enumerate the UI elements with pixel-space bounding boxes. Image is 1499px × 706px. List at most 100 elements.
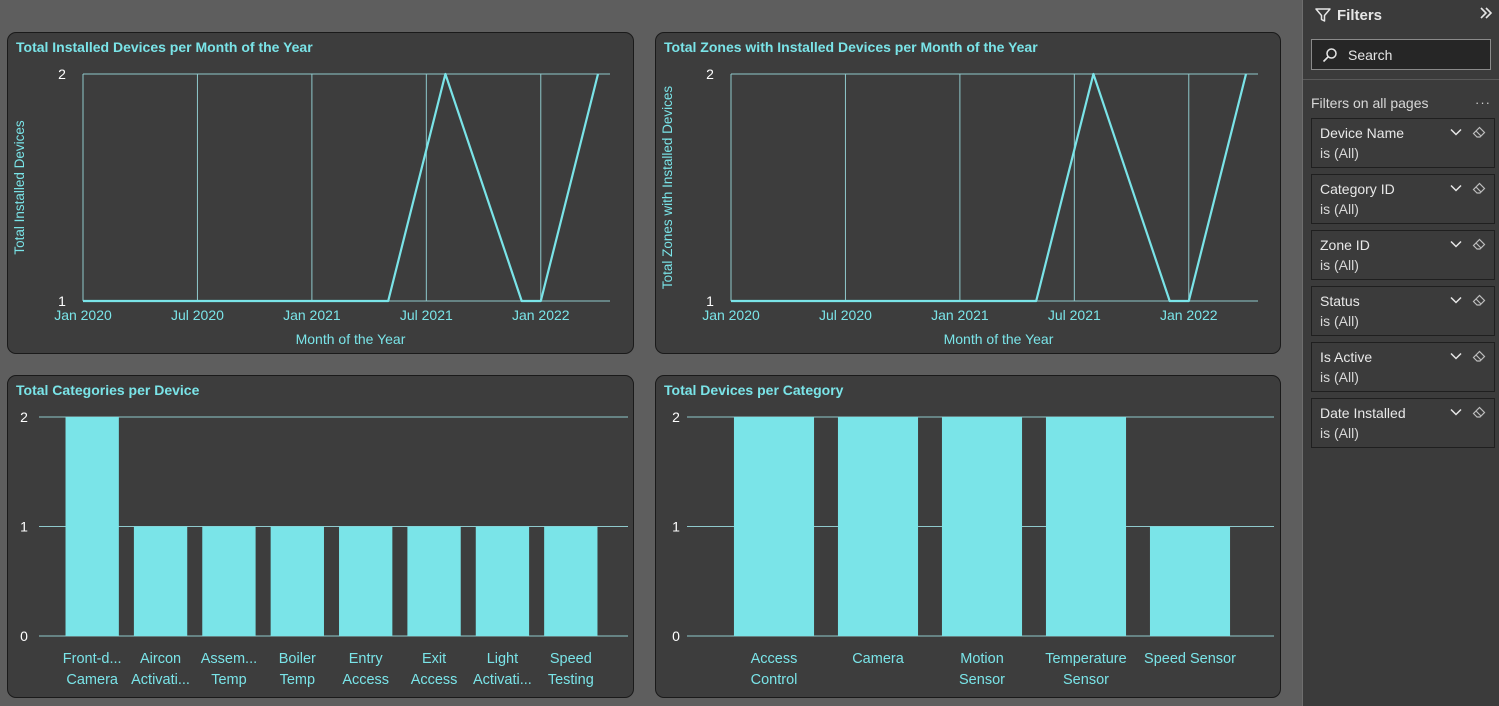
x-category-label: Motion (960, 651, 1004, 667)
funnel-icon (1315, 8, 1331, 22)
bar (733, 417, 815, 636)
filter-value: is (All) (1320, 425, 1359, 441)
chart-card-devices-per-category[interactable]: Total Devices per Category 0 1 2 Access Cont… (655, 375, 1281, 698)
chart-card-categories-per-device[interactable]: Total Categories per Device 0 1 2 Front-d..… (7, 375, 634, 698)
x-category-label: Sensor (1063, 672, 1109, 688)
y-tick-label: 1 (58, 293, 66, 309)
x-tick-label: Jan 2021 (931, 307, 989, 323)
filter-name: Date Installed (1320, 405, 1406, 421)
chevron-down-icon[interactable] (1450, 128, 1462, 136)
bar (407, 526, 461, 636)
pane-divider (1303, 79, 1499, 80)
x-category-label: Light (487, 651, 518, 667)
x-axis-title: Month of the Year (296, 331, 406, 347)
x-category-label: Temp (280, 672, 315, 688)
x-tick-label: Jan 2022 (1160, 307, 1218, 323)
x-category-label: Speed Sensor (1144, 651, 1236, 667)
chevron-down-icon[interactable] (1450, 296, 1462, 304)
x-category-label: Speed (550, 651, 592, 667)
x-category-label: Access (751, 651, 798, 667)
y-tick-label: 2 (20, 409, 28, 425)
y-tick-label: 1 (706, 293, 714, 309)
eraser-icon[interactable] (1472, 294, 1486, 306)
eraser-icon[interactable] (1472, 350, 1486, 362)
y-axis-title: Total Installed Devices (12, 120, 27, 255)
line-chart-installed-devices: Jan 2020 Jul 2020 Jan 2021 Jul 2021 Jan 2022… (12, 66, 610, 347)
y-tick-label: 2 (58, 66, 66, 82)
x-category-label: Activati... (473, 672, 532, 688)
more-options-icon[interactable]: ··· (1475, 95, 1491, 110)
x-category-label: Temperature (1045, 651, 1126, 667)
chart-card-zones-installed[interactable]: Total Zones with Installed Devices per M… (655, 32, 1281, 354)
y-tick-label: 0 (20, 628, 28, 644)
y-axis-title: Total Zones with Installed Devices (660, 86, 675, 290)
x-category-label: Front-d... (63, 651, 122, 667)
search-placeholder: Search (1348, 46, 1393, 63)
filter-card-status[interactable]: Status is (All) (1311, 286, 1495, 336)
series-line (83, 72, 600, 303)
x-category-label: Temp (211, 672, 246, 688)
filter-value: is (All) (1320, 145, 1359, 161)
eraser-icon[interactable] (1472, 238, 1486, 250)
chevron-down-icon[interactable] (1450, 408, 1462, 416)
x-category-label: Aircon (140, 651, 181, 667)
bar-chart-devices-per-category: 0 1 2 Access Control Camera Motion Sensor Temper… (672, 409, 1274, 688)
chart-title: Total Zones with Installed Devices per M… (664, 39, 1038, 55)
x-tick-label: Jul 2020 (171, 307, 224, 323)
chart-card-installed-devices[interactable]: Total Installed Devices per Month of the… (7, 32, 634, 354)
x-category-label: Sensor (959, 672, 1005, 688)
x-tick-label: Jan 2021 (283, 307, 341, 323)
bar (65, 417, 119, 636)
chevron-down-icon[interactable] (1450, 184, 1462, 192)
x-category-label: Access (411, 672, 458, 688)
x-tick-label: Jan 2020 (702, 307, 760, 323)
chevron-down-icon[interactable] (1450, 240, 1462, 248)
eraser-icon[interactable] (1472, 182, 1486, 194)
filter-card-date-installed[interactable]: Date Installed is (All) (1311, 398, 1495, 448)
bar (1045, 417, 1127, 636)
eraser-icon[interactable] (1472, 126, 1486, 138)
filter-value: is (All) (1320, 201, 1359, 217)
filter-card-is-active[interactable]: Is Active is (All) (1311, 342, 1495, 392)
x-tick-label: Jul 2021 (1048, 307, 1101, 323)
double-chevron-right-icon[interactable] (1479, 5, 1493, 21)
filter-card-zone-id[interactable]: Zone ID is (All) (1311, 230, 1495, 280)
y-tick-label: 2 (706, 66, 714, 82)
filter-card-device-name[interactable]: Device Name is (All) (1311, 118, 1495, 168)
x-tick-label: Jul 2020 (819, 307, 872, 323)
filters-section-label: Filters on all pages (1311, 95, 1429, 111)
filter-name: Status (1320, 293, 1360, 309)
chart-title: Total Installed Devices per Month of the… (16, 39, 313, 55)
bar (339, 526, 393, 636)
bar (837, 417, 919, 636)
x-category-label: Camera (852, 651, 905, 667)
filters-pane: Filters Search Filters on all pages ··· … (1302, 0, 1499, 706)
filter-card-category-id[interactable]: Category ID is (All) (1311, 174, 1495, 224)
bar (1149, 526, 1231, 636)
y-tick-label: 1 (672, 519, 680, 535)
chart-title: Total Categories per Device (16, 382, 200, 398)
bar (475, 526, 530, 636)
bar (133, 526, 188, 636)
x-tick-label: Jul 2021 (400, 307, 453, 323)
filter-name: Device Name (1320, 125, 1405, 141)
x-category-label: Boiler (279, 651, 316, 667)
y-tick-label: 1 (20, 519, 28, 535)
bar (941, 417, 1023, 636)
y-tick-label: 0 (672, 628, 680, 644)
x-category-label: Control (751, 672, 798, 688)
y-tick-label: 2 (672, 409, 680, 425)
chevron-down-icon[interactable] (1450, 352, 1462, 360)
filters-search-input[interactable]: Search (1311, 39, 1491, 70)
filter-value: is (All) (1320, 313, 1359, 329)
bar-chart-categories-per-device: 0 1 2 Front-d... Camera Aircon Activati... Asse… (20, 409, 628, 688)
eraser-icon[interactable] (1472, 406, 1486, 418)
x-category-label: Exit (422, 651, 446, 667)
x-category-label: Camera (66, 672, 119, 688)
chart-title: Total Devices per Category (664, 382, 844, 398)
filter-value: is (All) (1320, 257, 1359, 273)
x-axis-title: Month of the Year (944, 331, 1054, 347)
x-tick-label: Jan 2022 (512, 307, 570, 323)
x-category-label: Entry (349, 651, 384, 667)
bar (544, 526, 598, 636)
